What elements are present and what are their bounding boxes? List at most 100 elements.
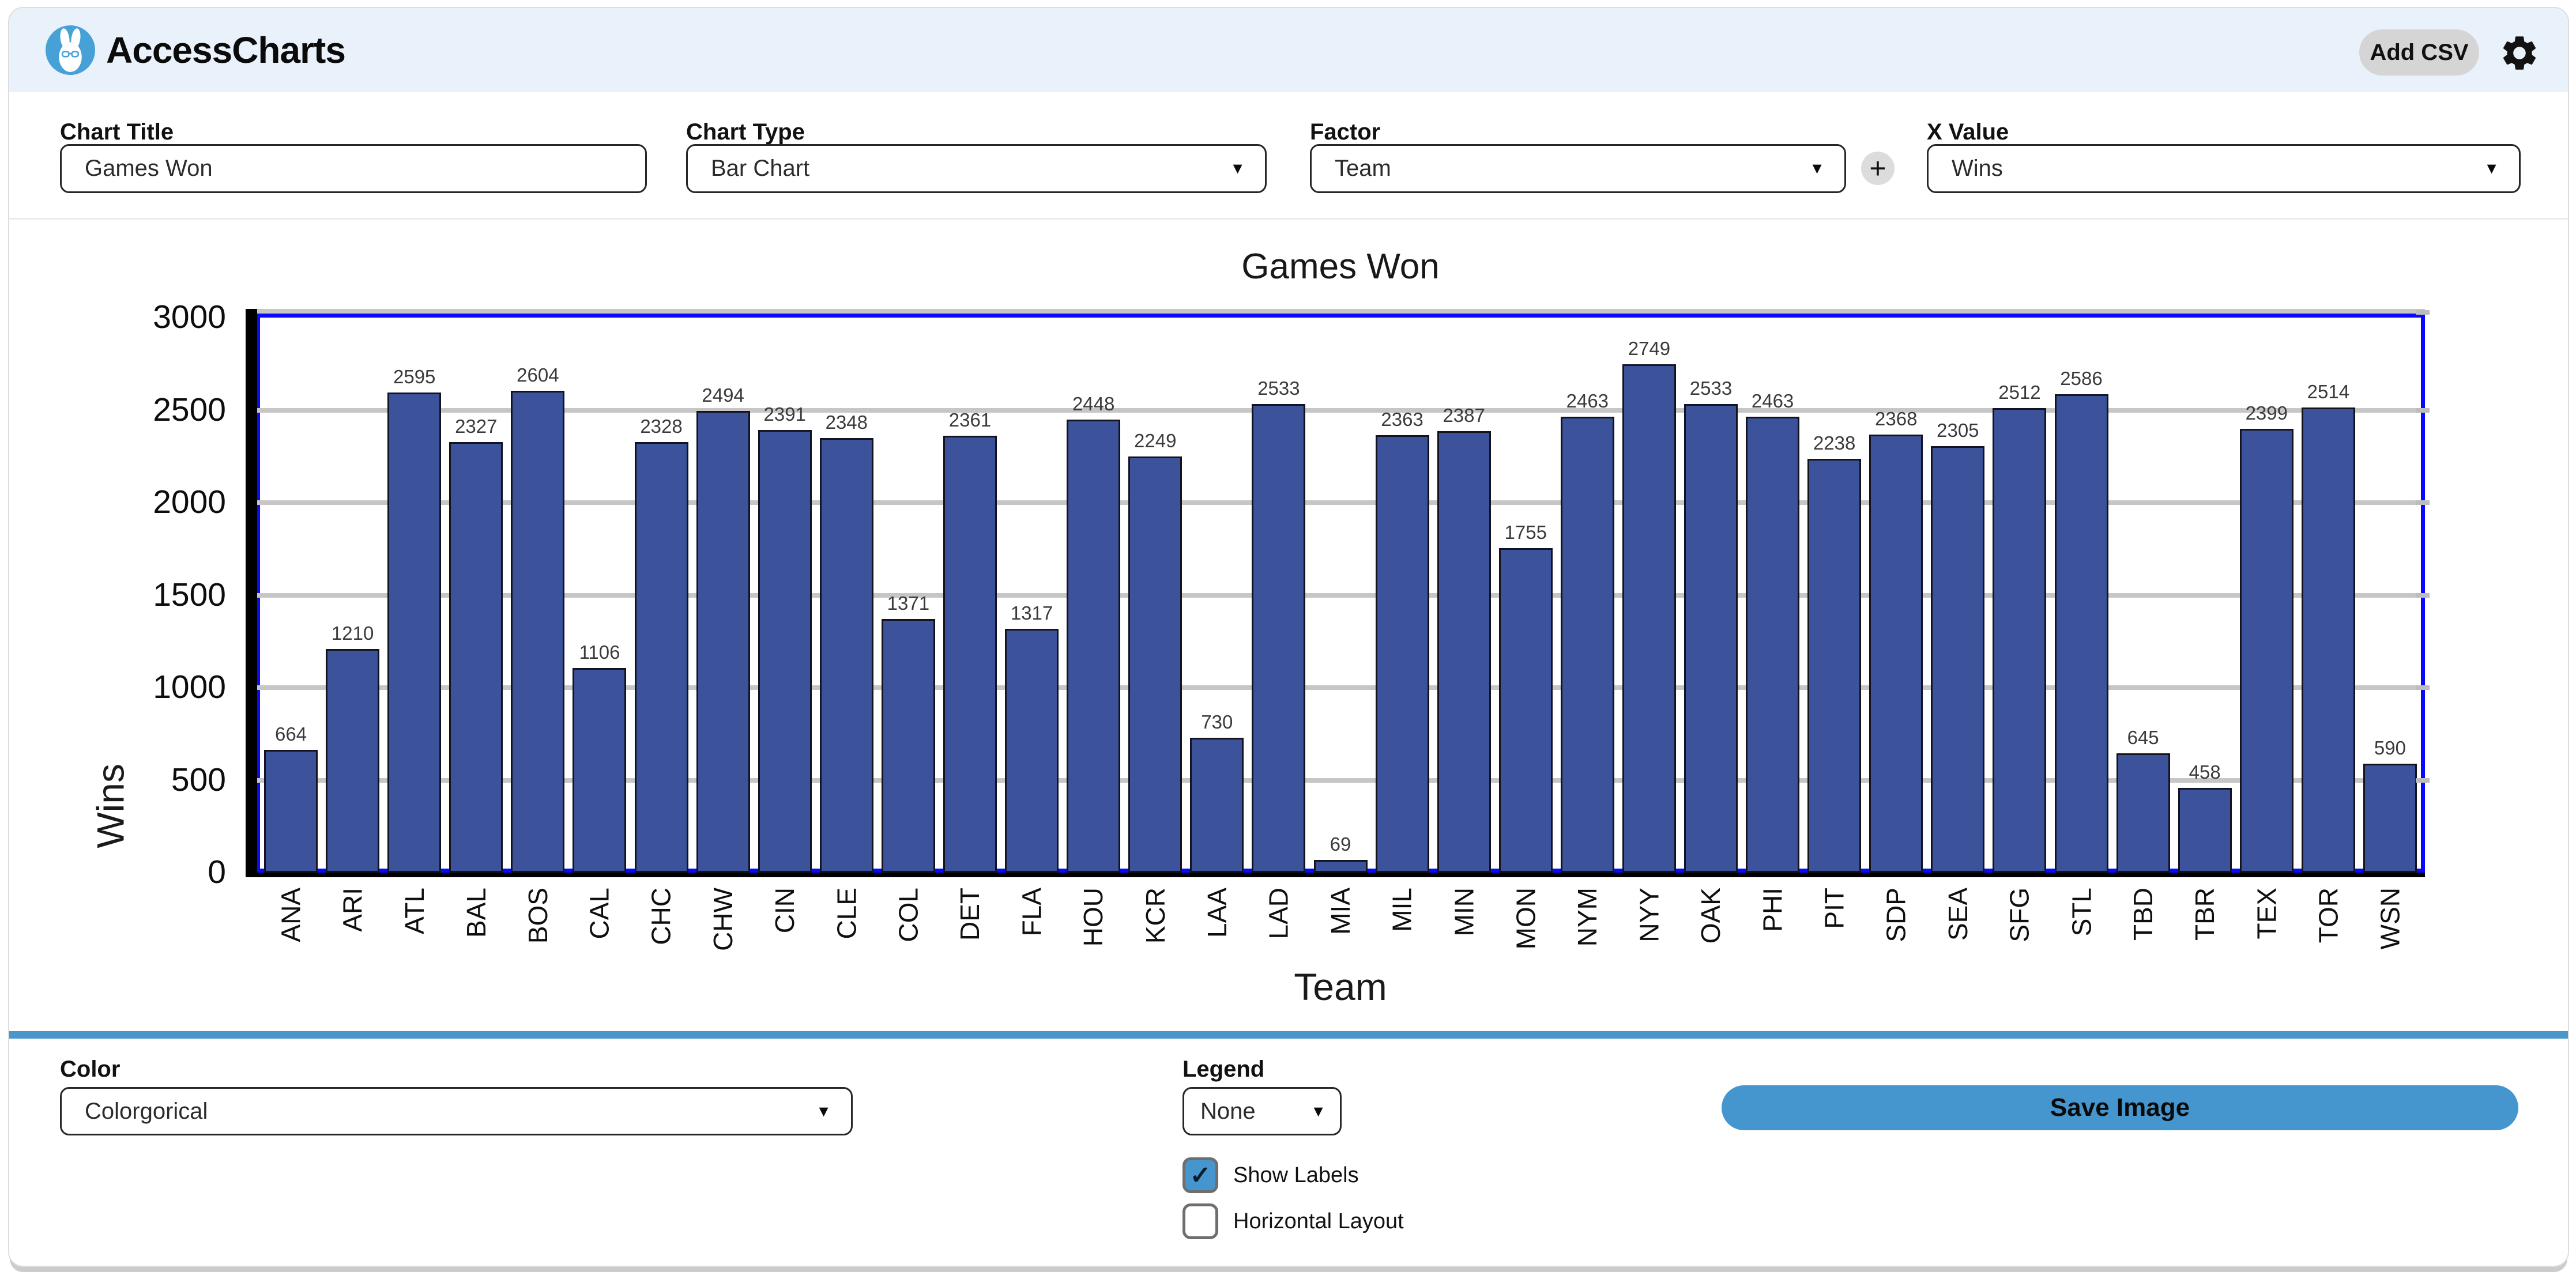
bar-value-label: 2604 (517, 364, 559, 386)
bar (1128, 456, 1182, 873)
chart-title: Games Won (1241, 247, 1440, 286)
chevron-down-icon: ▼ (1310, 1102, 1326, 1120)
factor-label: Factor (1310, 119, 1381, 145)
bar (1067, 420, 1121, 873)
bar (634, 441, 688, 873)
color-select[interactable]: Colorgorical ▼ (60, 1087, 853, 1135)
bar-value-label: 2368 (1875, 407, 1918, 429)
legend-label: Legend (1182, 1056, 1265, 1082)
bar-value-label: 2749 (1628, 337, 1671, 359)
legend-value: None (1200, 1098, 1256, 1124)
bar (1005, 629, 1059, 873)
y-tick-label: 1500 (153, 576, 226, 613)
chart-type-select[interactable]: Bar Chart ▼ (686, 144, 1267, 193)
chart-type-label: Chart Type (686, 119, 805, 145)
gear-icon[interactable] (2499, 32, 2540, 74)
y-tick-label: 1000 (153, 669, 226, 705)
bar-value-label: 2514 (2307, 381, 2350, 402)
show-labels-checkbox[interactable]: ✓ (1182, 1157, 1218, 1193)
gridline (257, 685, 2425, 690)
bar (1622, 364, 1676, 873)
app-title: AccessCharts (106, 29, 346, 71)
bar-value-label: 2448 (1072, 393, 1115, 415)
factor-value: Team (1335, 156, 1391, 181)
app-card: AccessCharts Add CSV Chart Title Chart T… (8, 7, 2569, 1267)
chevron-down-icon: ▼ (816, 1102, 831, 1120)
checkbox-row: Horizontal Layout (1182, 1203, 1404, 1239)
divider (9, 218, 2568, 220)
bar (2239, 428, 2293, 873)
checkbox-label: Show Labels (1233, 1163, 1359, 1187)
bar-value-label: 2399 (2245, 402, 2288, 424)
bar (881, 618, 935, 873)
bar-value-label: 2387 (1443, 404, 1485, 426)
bar-value-label: 2249 (1134, 430, 1177, 452)
bar (1746, 417, 1800, 873)
legend-select[interactable]: None ▼ (1182, 1087, 1342, 1135)
bar-value-label: 645 (2127, 726, 2159, 748)
checkbox-label: Horizontal Layout (1233, 1209, 1404, 1233)
bar-value-label: 2348 (825, 412, 868, 433)
factor-select[interactable]: Team ▼ (1310, 144, 1846, 193)
bar (1993, 407, 2047, 873)
bar-value-label: 1106 (579, 641, 620, 663)
y-tick-label: 2500 (153, 391, 226, 428)
gridline (257, 500, 2425, 505)
bar-value-label: 1371 (887, 592, 930, 614)
chevron-down-icon: ▼ (2484, 160, 2499, 177)
color-value: Colorgorical (85, 1098, 208, 1124)
bar (1313, 859, 1368, 873)
y-tick-label: 0 (208, 854, 226, 890)
horizontal-layout-checkbox[interactable] (1182, 1203, 1218, 1239)
right-tick (2416, 500, 2430, 505)
chart-title-label: Chart Title (60, 119, 174, 145)
bar (2054, 394, 2108, 873)
bar (511, 391, 565, 873)
chart-title-input[interactable] (60, 144, 647, 193)
right-tick (2416, 407, 2430, 413)
section-divider (9, 1031, 2568, 1039)
bar (264, 749, 318, 873)
chart-type-value: Bar Chart (711, 156, 810, 181)
bar (1498, 548, 1553, 873)
bar (943, 436, 997, 873)
plot-region: 664 1210 2595 2327 2604 1106 2328 2494 2391 2348 1… (246, 309, 2430, 877)
chart-area: Games Won Wins 664 1210 2595 2327 2604 1106 23… (9, 220, 2568, 1031)
bar (387, 393, 442, 873)
bar (758, 430, 812, 873)
x-axis-label: Team (1294, 965, 1387, 1008)
bar-value-label: 2327 (455, 416, 498, 437)
bar-value-label: 2586 (2060, 367, 2103, 389)
bar (1375, 435, 1429, 873)
bar-value-label: 664 (275, 723, 307, 745)
gridline (257, 778, 2425, 783)
bar-value-label: 730 (1201, 711, 1233, 733)
bar-value-label: 69 (1330, 833, 1351, 855)
add-csv-button[interactable]: Add CSV (2359, 29, 2479, 76)
bar-value-label: 2533 (1689, 377, 1733, 399)
bar (1869, 434, 1923, 873)
header-bar: AccessCharts Add CSV (9, 8, 2568, 92)
right-tick (2416, 310, 2430, 315)
y-tick-label: 500 (171, 761, 226, 798)
y-tick-label: 3000 (153, 299, 226, 335)
bar (1931, 446, 1985, 873)
x-axis-line (246, 873, 2425, 877)
bar-value-label: 458 (2189, 761, 2221, 783)
bar-value-label: 2595 (393, 366, 436, 387)
x-value-value: Wins (1952, 156, 2003, 181)
bar (819, 438, 873, 873)
save-image-button[interactable]: Save Image (1722, 1085, 2518, 1130)
x-value-select[interactable]: Wins ▼ (1927, 144, 2521, 193)
chevron-down-icon: ▼ (1809, 160, 1825, 177)
bar-value-label: 2463 (1751, 390, 1794, 412)
color-label: Color (60, 1056, 120, 1082)
bar-value-label: 2463 (1566, 390, 1609, 412)
bar-value-label: 2361 (948, 409, 992, 431)
bar (326, 648, 380, 873)
bar-value-label: 2533 (1257, 377, 1300, 399)
add-factor-button[interactable]: + (1861, 152, 1895, 185)
bar-value-label: 2238 (1813, 432, 1856, 454)
bar (2363, 763, 2417, 873)
bar-value-label: 2494 (702, 384, 744, 406)
